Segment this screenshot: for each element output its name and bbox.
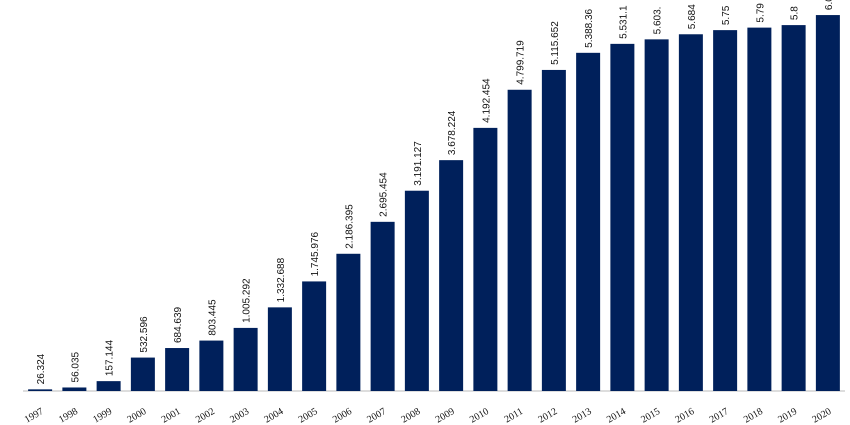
x-tick-label: 2013 — [571, 406, 594, 425]
x-tick-label: 2002 — [194, 406, 217, 425]
value-label: 3.678.224 — [447, 110, 458, 155]
x-tick-label: 2014 — [605, 406, 628, 425]
x-tick-label: 2006 — [331, 406, 354, 425]
bar — [370, 221, 395, 391]
value-label: 5.115.652 — [550, 21, 561, 65]
x-tick-label: 1998 — [57, 406, 80, 425]
x-tick-label: 2017 — [708, 406, 731, 425]
value-label: 5.79 — [755, 3, 766, 23]
x-tick-label: 2019 — [776, 406, 799, 425]
bar — [473, 127, 498, 392]
bar — [62, 387, 87, 391]
value-label: 5.75 — [721, 5, 732, 25]
value-label: 3.191.127 — [413, 141, 424, 186]
x-tick-label: 2003 — [228, 406, 251, 425]
x-tick-label: 2018 — [742, 406, 765, 425]
value-label: 2.186.395 — [344, 204, 355, 249]
x-tick-label: 1997 — [23, 406, 46, 425]
value-label: 1.005.292 — [242, 278, 253, 323]
x-tick-label: 2015 — [639, 406, 662, 425]
bar — [233, 327, 258, 391]
x-tick-label: 1999 — [91, 406, 114, 425]
bar — [781, 25, 806, 391]
x-tick-label: 2016 — [674, 406, 697, 425]
bar — [165, 348, 190, 391]
x-tick-label: 2008 — [400, 406, 423, 425]
x-tick-label: 2005 — [297, 406, 320, 425]
value-label: 803.445 — [207, 299, 218, 336]
value-label: 5.603. — [653, 7, 664, 35]
bar — [576, 52, 601, 392]
value-label: 4.799.719 — [516, 40, 527, 85]
bar — [130, 357, 155, 391]
bar — [541, 69, 566, 391]
x-tick-label: 2009 — [434, 406, 457, 425]
bar — [815, 15, 840, 392]
value-label: 684.639 — [173, 306, 184, 343]
value-label: 157.144 — [105, 340, 116, 377]
value-label: 532.596 — [139, 316, 150, 353]
x-tick-label: 2001 — [160, 406, 183, 425]
value-label: 2.695.454 — [379, 172, 390, 217]
bar — [507, 89, 532, 392]
value-label: 4.192.454 — [481, 78, 492, 123]
bar — [302, 281, 327, 391]
bar — [267, 307, 292, 391]
value-label: 26.324 — [36, 353, 47, 384]
bar — [678, 34, 703, 391]
x-tick-label: 2010 — [468, 406, 491, 425]
value-label: 6.0 — [824, 0, 835, 10]
x-tick-label: 2020 — [811, 406, 834, 425]
x-tick-label: 2000 — [126, 406, 149, 425]
bar — [713, 30, 738, 391]
bar — [404, 190, 429, 391]
value-label: 5.684 — [687, 4, 698, 29]
value-label: 1.332.688 — [276, 257, 287, 302]
x-tick-label: 2007 — [365, 406, 388, 425]
x-tick-label: 2012 — [537, 406, 560, 425]
value-label: 5.531.1 — [618, 5, 629, 39]
bar — [336, 253, 361, 391]
bar — [747, 27, 772, 391]
x-tick-label: 2004 — [263, 406, 286, 425]
value-label: 56.035 — [70, 351, 81, 382]
value-label: 5.8 — [790, 6, 801, 20]
bar — [199, 340, 224, 391]
bar — [644, 39, 669, 391]
value-label: 1.745.976 — [310, 231, 321, 276]
bar — [610, 43, 635, 391]
x-tick-label: 2011 — [503, 406, 526, 425]
bar — [96, 381, 121, 391]
bar — [28, 389, 53, 391]
value-label: 5.388.36 — [584, 8, 595, 47]
bar — [439, 160, 464, 391]
